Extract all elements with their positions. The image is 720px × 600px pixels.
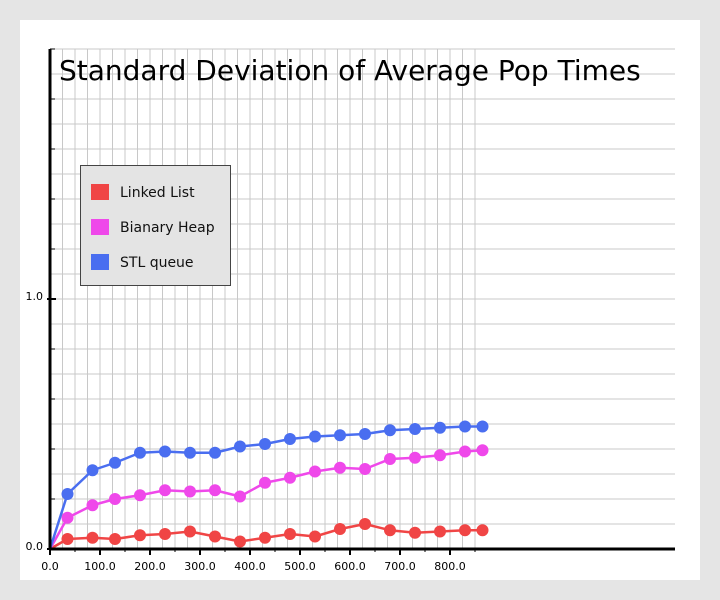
data-point <box>61 488 74 500</box>
data-point <box>459 445 471 458</box>
data-point <box>409 423 421 435</box>
data-point <box>184 446 196 459</box>
data-point <box>359 518 371 530</box>
data-point <box>159 445 171 458</box>
data-point <box>359 428 371 440</box>
chart-title: Standard Deviation of Average Pop Times <box>59 54 641 87</box>
data-point <box>109 456 121 469</box>
legend-swatch <box>91 219 109 235</box>
data-point <box>409 451 421 464</box>
data-point <box>284 433 296 445</box>
data-point <box>61 533 74 545</box>
data-point <box>334 523 346 535</box>
data-point <box>334 429 346 442</box>
data-point <box>309 530 321 543</box>
chart-canvas: Standard Deviation of Average Pop Times … <box>20 20 700 580</box>
x-tick-label: 400.0 <box>234 560 266 573</box>
line-chart: Standard Deviation of Average Pop Times … <box>26 48 675 573</box>
series-layer <box>48 420 489 551</box>
data-point <box>184 525 196 538</box>
data-point <box>159 528 171 540</box>
data-point <box>184 485 196 498</box>
x-tick-label: 800.0 <box>434 560 466 573</box>
data-point <box>209 446 221 459</box>
y-tick-label: 1.0 <box>26 290 44 303</box>
data-point <box>86 531 99 544</box>
data-point <box>109 493 121 505</box>
data-point <box>234 490 246 503</box>
series-linked-list <box>49 518 489 551</box>
data-point <box>61 511 74 524</box>
legend-label: STL queue <box>120 255 194 271</box>
legend-swatch <box>91 254 109 270</box>
data-point <box>384 524 396 537</box>
data-point <box>384 424 396 437</box>
data-point <box>459 524 471 537</box>
series-bianary-heap <box>48 444 489 550</box>
data-point <box>309 465 321 478</box>
data-point <box>259 476 271 489</box>
data-point <box>209 484 221 497</box>
data-point <box>384 453 396 465</box>
data-point <box>159 484 171 497</box>
data-point <box>234 535 246 548</box>
data-point <box>134 446 146 459</box>
data-point <box>334 461 346 474</box>
data-point <box>86 499 99 512</box>
data-point <box>134 529 146 542</box>
x-tick-label: 200.0 <box>134 560 166 573</box>
data-point <box>434 525 446 538</box>
data-point <box>284 471 296 484</box>
data-point <box>284 528 296 540</box>
legend-swatch <box>91 184 109 200</box>
x-tick-label: 500.0 <box>284 560 316 573</box>
data-point <box>476 420 489 433</box>
x-tick-label: 700.0 <box>384 560 416 573</box>
y-tick-label: 0.0 <box>26 540 44 553</box>
legend-label: Bianary Heap <box>120 220 215 236</box>
data-point <box>259 531 271 544</box>
legend: Linked List Bianary Heap STL queue <box>80 165 231 286</box>
data-point <box>434 421 446 434</box>
data-point <box>309 430 321 443</box>
data-point <box>359 463 371 475</box>
x-tick-label: 0.0 <box>41 560 59 573</box>
legend-label: Linked List <box>120 185 195 201</box>
data-point <box>209 530 221 543</box>
data-point <box>409 526 421 539</box>
data-point <box>434 449 446 462</box>
data-point <box>134 489 146 502</box>
data-point <box>259 438 271 450</box>
ticks: 0.0 1.0 0.0 100.0 200.0 300.0 400.0 500.0 600.0 7… <box>26 48 476 573</box>
data-point <box>234 440 246 453</box>
x-tick-label: 300.0 <box>184 560 216 573</box>
data-point <box>476 444 489 457</box>
data-point <box>476 524 489 537</box>
data-point <box>86 464 99 477</box>
data-point <box>459 420 471 433</box>
data-point <box>109 533 121 545</box>
series-stl-queue <box>48 420 489 550</box>
x-tick-label: 600.0 <box>334 560 366 573</box>
x-tick-label: 100.0 <box>84 560 116 573</box>
